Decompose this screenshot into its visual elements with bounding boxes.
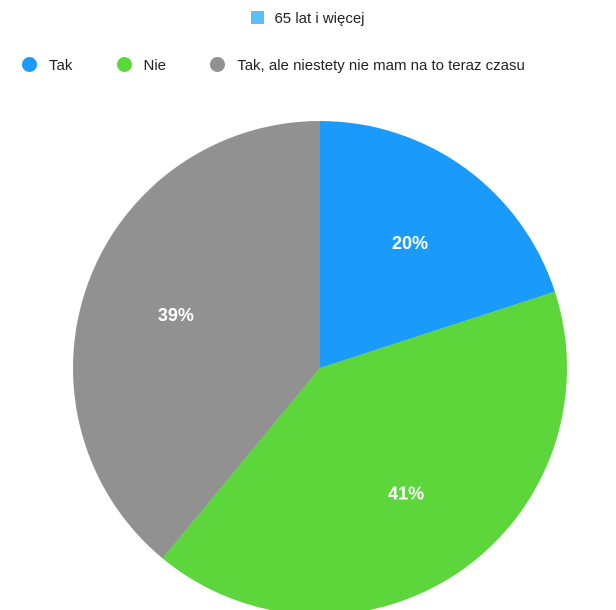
legend-item-tak: Tak	[22, 57, 72, 75]
series-legend: Tak Nie Tak, ale niestety nie mam na to …	[22, 57, 525, 75]
legend-dot-nie	[116, 57, 132, 72]
slice-label-nie: 41%	[388, 483, 424, 503]
slice-brak-czasu	[72, 121, 321, 559]
legend-label-tak: Tak	[49, 57, 73, 74]
slice-nie	[162, 291, 567, 610]
slice-label-tak: 20%	[392, 233, 428, 253]
legend-label-brak-czasu: Tak, ale niestety nie mam na to teraz cz…	[237, 57, 525, 74]
legend-item-nie: Nie	[116, 57, 167, 75]
title-swatch	[251, 11, 265, 24]
legend-dot-brak-czasu	[210, 57, 226, 72]
chart-title: 65 lat i więcej	[274, 10, 365, 27]
legend-dot-tak	[22, 57, 37, 72]
legend-label-nie: Nie	[143, 57, 167, 74]
slice-label-brak-czasu: 39%	[158, 305, 194, 325]
legend-item-brak-czasu: Tak, ale niestety nie mam na to teraz cz…	[210, 57, 525, 75]
chart-title-legend: 65 lat i więcej	[0, 10, 616, 28]
slice-tak	[320, 121, 555, 368]
